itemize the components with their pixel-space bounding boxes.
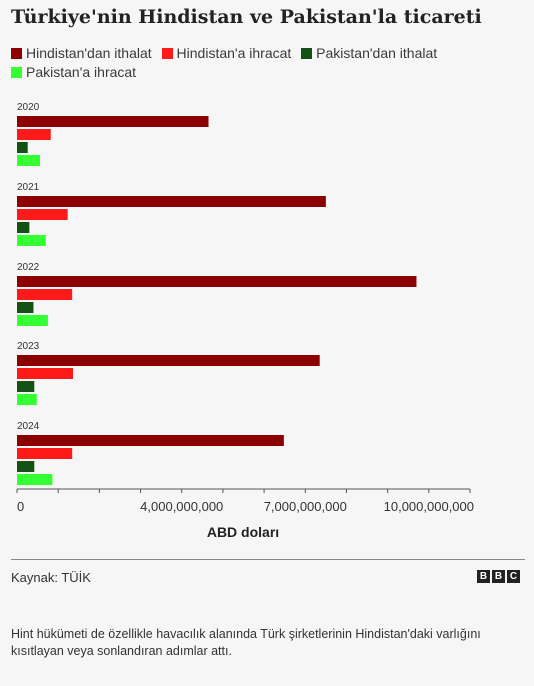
category-label: 2024 <box>17 421 40 432</box>
bbc-logo: B B C <box>477 570 520 583</box>
bar <box>17 155 41 166</box>
logo-letter: B <box>492 570 505 583</box>
bar <box>17 355 320 366</box>
bar <box>17 116 209 127</box>
bar <box>17 129 51 140</box>
legend-item: Pakistan'dan ithalat <box>301 44 437 63</box>
bar <box>17 315 48 326</box>
x-axis-title: ABD doları <box>206 524 280 540</box>
legend-label: Pakistan'a ihracat <box>26 64 137 80</box>
logo-letter: C <box>507 570 520 583</box>
legend: Hindistan'dan ithalat Hindistan'a ihraca… <box>11 44 521 82</box>
chart-title: Türkiye'nin Hindistan ve Pakistan'la tic… <box>11 6 482 28</box>
x-tick-label: 10,000,000,000 <box>384 499 474 514</box>
category-label: 2021 <box>17 182 40 193</box>
x-tick-label: 0 <box>17 499 24 514</box>
bar <box>17 448 73 459</box>
bar <box>17 381 35 392</box>
bar <box>17 368 74 379</box>
legend-label: Hindistan'dan ithalat <box>26 45 152 61</box>
legend-swatch <box>11 67 22 78</box>
bar <box>17 461 35 472</box>
legend-swatch <box>11 48 22 59</box>
bar <box>17 196 326 207</box>
logo-letter: B <box>477 570 490 583</box>
x-tick-label: 7,000,000,000 <box>264 499 347 514</box>
footnote: Hint hükümeti de özellikle havacılık ala… <box>11 627 481 658</box>
divider <box>11 559 525 560</box>
bar-chart: 2020 2021 2022 2023 2024 0 4,000,000,000 7,000,… <box>16 102 474 514</box>
legend-item: Hindistan'a ihracat <box>161 44 292 63</box>
legend-swatch <box>301 48 313 59</box>
bar <box>17 435 284 446</box>
legend-item: Hindistan'dan ithalat <box>11 44 152 63</box>
bar <box>17 222 30 233</box>
bar <box>17 142 28 153</box>
legend-item: Pakistan'a ihracat <box>11 63 136 82</box>
category-label: 2020 <box>17 102 40 113</box>
category-label: 2023 <box>17 341 40 352</box>
bar <box>17 474 53 485</box>
legend-label: Pakistan'dan ithalat <box>316 45 438 61</box>
bar <box>17 302 34 313</box>
category-label: 2022 <box>17 262 40 273</box>
bar <box>17 289 73 300</box>
bar <box>17 235 46 246</box>
bar <box>17 394 37 405</box>
bar <box>17 276 417 287</box>
legend-label: Hindistan'a ihracat <box>176 45 292 61</box>
legend-swatch <box>161 48 173 59</box>
source-text: Kaynak: TÜİK <box>11 570 91 585</box>
x-tick-label: 4,000,000,000 <box>140 499 223 514</box>
bar <box>17 209 68 220</box>
